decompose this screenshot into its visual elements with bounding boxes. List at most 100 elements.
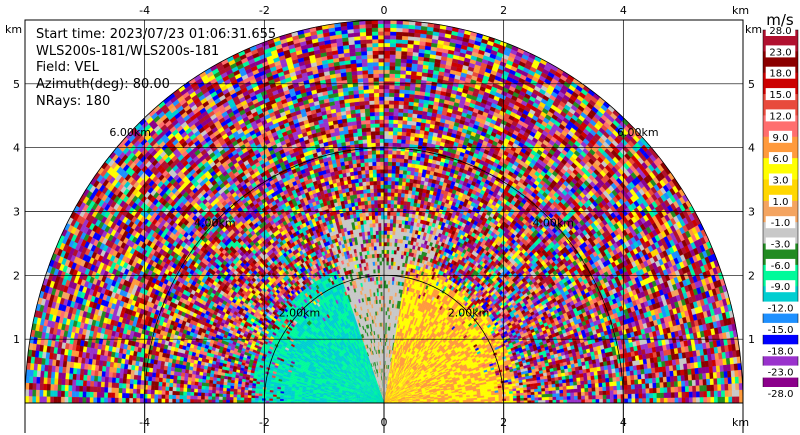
velocity-cell: [703, 396, 708, 403]
velocity-cell: [495, 398, 500, 402]
velocity-cell: [705, 366, 710, 374]
velocity-cell: [670, 392, 675, 398]
velocity-cell: [674, 391, 679, 398]
velocity-cell: [566, 392, 571, 397]
velocity-cell: [484, 398, 489, 402]
velocity-cell: [688, 391, 693, 398]
velocity-cell: [681, 380, 686, 387]
velocity-cell: [651, 367, 656, 374]
velocity-cell: [641, 378, 646, 384]
velocity-cell: [662, 376, 668, 383]
velocity-cell: [637, 374, 642, 380]
velocity-cell: [502, 393, 507, 397]
velocity-cell: [717, 396, 722, 403]
velocity-cell: [573, 392, 578, 397]
velocity-cell: [692, 397, 697, 403]
velocity-cell: [520, 397, 525, 401]
velocity-cell: [633, 369, 638, 376]
velocity-cell: [735, 389, 740, 397]
velocity-cell: [642, 397, 647, 403]
velocity-cell: [599, 394, 604, 400]
velocity-cell: [677, 380, 682, 387]
velocity-cell: [563, 392, 568, 397]
velocity-cell: [597, 374, 602, 380]
velocity-cell: [527, 394, 532, 398]
velocity-cell: [505, 395, 510, 399]
velocity-cell: [572, 374, 577, 379]
velocity-cell: [566, 399, 571, 403]
velocity-cell: [615, 376, 621, 382]
velocity-cell: [656, 387, 661, 393]
velocity-cell: [555, 383, 560, 388]
velocity-cell: [555, 386, 560, 391]
velocity-cell: [620, 393, 625, 399]
velocity-cell: [653, 397, 657, 403]
velocity-cell: [554, 379, 560, 384]
velocity-cell: [685, 391, 690, 398]
velocity-cell: [513, 397, 517, 401]
velocity-cell: [548, 390, 553, 394]
velocity-cell: [583, 380, 589, 385]
velocity-cell: [619, 371, 624, 377]
velocity-cell: [545, 393, 550, 398]
velocity-cell: [644, 378, 650, 384]
velocity-cell: [634, 383, 639, 390]
velocity-cell: [585, 368, 591, 373]
velocity-cell: [713, 377, 718, 385]
velocity-cell: [563, 396, 568, 400]
velocity-cell: [570, 388, 575, 393]
velocity-cell: [727, 370, 732, 378]
velocity-cell: [649, 387, 654, 394]
velocity-cell: [706, 396, 711, 403]
velocity-cell: [551, 383, 556, 388]
velocity-cell: [548, 396, 553, 401]
velocity-cell: [728, 389, 733, 397]
velocity-cell: [565, 378, 570, 383]
velocity-cell: [591, 383, 596, 388]
velocity-cell: [540, 384, 546, 389]
velocity-cell: [688, 397, 693, 403]
velocity-cell: [649, 392, 654, 399]
velocity-cell: [559, 396, 564, 400]
velocity-cell: [611, 368, 616, 374]
velocity-cell: [660, 397, 665, 403]
velocity-cell: [558, 379, 563, 384]
velocity-cell: [640, 368, 645, 375]
velocity-cell: [731, 383, 736, 391]
velocity-cell: [574, 399, 579, 403]
velocity-cell: [658, 371, 664, 378]
velocity-cell: [580, 380, 585, 385]
velocity-cell: [638, 383, 643, 389]
velocity-cell: [588, 391, 593, 396]
velocity-cell: [659, 376, 664, 383]
velocity-cell: [548, 384, 553, 388]
velocity-cell: [581, 395, 586, 400]
velocity-cell: [652, 377, 657, 384]
velocity-cell: [655, 377, 660, 383]
velocity-cell: [509, 395, 514, 399]
velocity-cell: [599, 398, 604, 403]
velocity-cell: [663, 381, 668, 388]
velocity-cell: [601, 378, 606, 383]
velocity-cell: [534, 394, 539, 398]
velocity-cell: [655, 372, 660, 378]
velocity-cell: [566, 395, 571, 400]
velocity-cell: [630, 374, 635, 381]
velocity-cell: [734, 376, 740, 384]
velocity-cell: [695, 379, 700, 386]
velocity-cell: [609, 398, 614, 403]
velocity-cell: [663, 392, 668, 398]
velocity-cell: [652, 387, 657, 394]
velocity-cell: [735, 383, 740, 391]
velocity-cell: [505, 398, 510, 401]
velocity-cell: [579, 376, 585, 382]
velocity-cell: [600, 369, 606, 375]
velocity-cell: [572, 377, 577, 382]
velocity-cell: [701, 366, 707, 374]
velocity-cell: [667, 397, 672, 403]
velocity-cell: [530, 388, 535, 393]
velocity-cell: [609, 381, 614, 387]
velocity-cell: [656, 382, 661, 388]
velocity-cell: [587, 383, 592, 388]
